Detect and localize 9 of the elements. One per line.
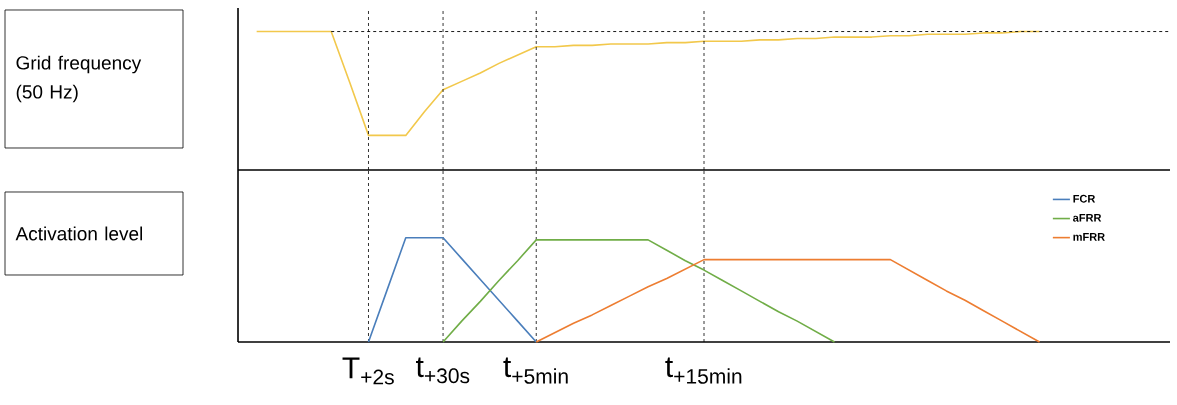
x-tick-label: T$_{+2s}$: [342, 357, 394, 385]
legend-label: FCR: [1073, 194, 1096, 203]
x-tick-label: t$_{+15min}$: [665, 357, 742, 384]
y-axis-title: Activation level: [15, 226, 143, 241]
y-axis-title: Grid frequency (50 Hz): [16, 55, 142, 103]
legend-label: mFRR: [1073, 233, 1105, 241]
x-tick-label: t$_{+30s}$: [416, 357, 470, 384]
x-tick-label: t$_{+5min}$: [503, 357, 568, 384]
legend-label: aFRR: [1073, 214, 1102, 222]
